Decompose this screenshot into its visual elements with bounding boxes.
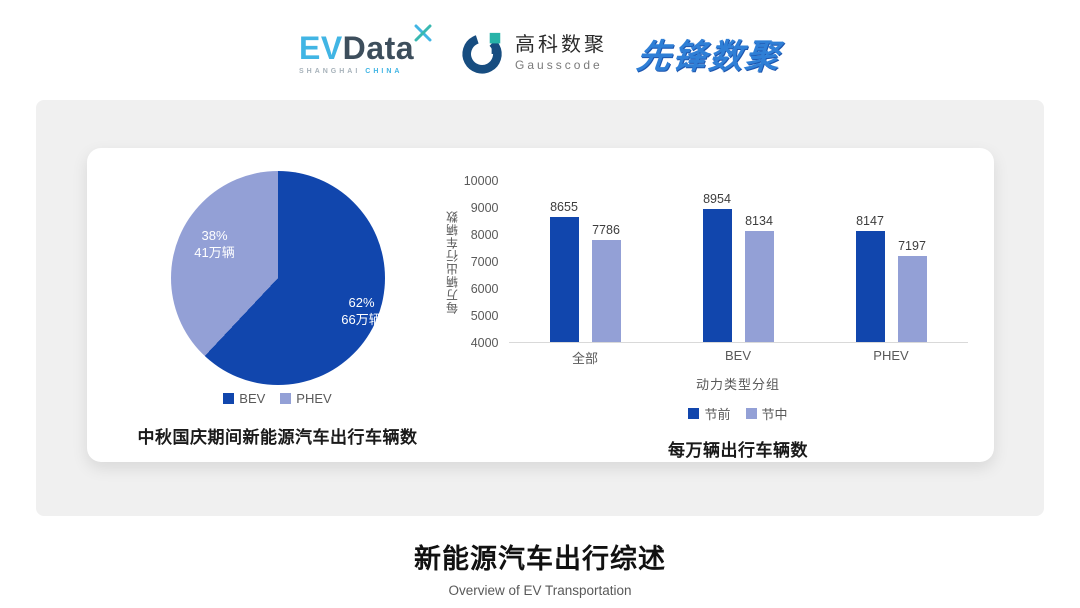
bar-value-label: 7786 [592,223,620,238]
pie-slice-value: 41万辆 [194,245,235,260]
bar [591,240,621,342]
gausscode-cn-text: 高科数聚 [515,34,608,56]
bar [744,231,774,342]
x-axis-title: 动力类型分组 [695,376,780,392]
evdata-subtitle-china: CHINA [365,67,403,75]
y-tick-label: 5000 [470,309,499,323]
bar-column: 8954 [702,181,732,342]
pie-legend-swatch [223,393,235,404]
pie-legend-label: BEV [239,391,266,406]
bar-legend-item: 节中 [745,404,788,423]
bar-column: 8134 [744,181,774,342]
evdata-logo: EVData SHANGHAI CHINA [298,24,432,75]
pie-legend-item: BEV [223,391,265,406]
pie-legend-label: PHEV [296,391,332,406]
gausscode-text: 高科数聚 Gausscode [515,35,607,71]
footer: 新能源汽车出行综述 Overview of EV Transportation [0,537,1080,598]
y-tick-label: 9000 [470,201,499,215]
bar [855,230,885,342]
bar-group: 8655 7786 [509,181,662,342]
bar-group: 8954 8134 [662,181,815,342]
bar-plot-area: 8655 7786 8954 8134 8147 7197 [508,181,968,343]
chart-card: 62% 66万辆 38% 41万辆 BEV PHEV 中秋国庆期间新能源汽车出行车辆数 … [86,148,994,462]
pie-legend-item: PHEV [280,391,332,406]
pie-legend: BEV PHEV [223,391,332,406]
y-axis-ticks: 10000 9000 8000 7000 6000 5000 4000 [461,174,509,350]
pie-chart: 62% 66万辆 38% 41万辆 [170,171,385,385]
x-category-label: BEV [724,348,751,363]
pie-chart-section: 62% 66万辆 38% 41万辆 BEV PHEV 中秋国庆期间新能源汽车出行车辆数 [113,148,443,462]
bar-value-label: 8147 [856,213,884,228]
bar [897,256,927,342]
y-tick-label: 7000 [470,255,499,269]
pie-slice-label: 38% 41万辆 [194,228,234,262]
y-tick-label: 4000 [470,336,499,350]
bar [549,217,579,342]
pie-slice-percent: 38% [201,228,228,244]
bar-legend-swatch [688,407,700,419]
pioneer-logo: 先锋数聚 [634,37,783,76]
gausscode-mark-icon [462,32,502,74]
y-axis-label: 每万辆出行车辆数 [445,210,459,314]
bar-legend-swatch [745,407,757,419]
bar-column: 8147 [855,181,885,342]
y-tick-label: 8000 [470,228,499,242]
pie-legend-swatch [280,393,292,404]
gausscode-en-text: Gausscode [515,58,603,72]
bar-value-label: 7197 [898,239,926,254]
bar [702,209,732,342]
gausscode-logo: 高科数聚 Gausscode [460,30,607,76]
evdata-subtitle: SHANGHAI CHINA [299,68,430,75]
bar-value-label: 8134 [745,214,773,229]
pie-slice-percent: 62% [348,295,375,311]
evdata-data-text: Data [342,29,415,66]
evdata-wordmark: EVData [298,24,432,66]
content-panel: 62% 66万辆 38% 41万辆 BEV PHEV 中秋国庆期间新能源汽车出行车辆数 … [36,100,1044,516]
bar-legend-label: 节中 [761,406,788,422]
pie-slice-label: 62% 66万辆 [341,295,381,329]
pie-slice-value: 66万辆 [341,312,382,327]
bar-legend-item: 节前 [688,404,731,423]
spark-star-icon [414,24,432,41]
bar-column: 7786 [591,181,621,342]
x-category-label: PHEV [873,348,909,363]
footer-subtitle: Overview of EV Transportation [448,583,632,598]
y-tick-label: 10000 [463,174,499,188]
bar-chart-title: 每万辆出行车辆数 [668,440,808,460]
bar-chart-section: 每万辆出行车辆数 10000 9000 8000 7000 6000 5000 4000 8… [443,148,968,462]
bar-value-label: 8655 [550,200,578,215]
bar-legend: 节前 节中 [509,403,968,424]
bar-column: 7197 [897,181,927,342]
bar-group: 8147 7197 [815,181,968,342]
bar-value-label: 8954 [703,192,731,207]
header: EVData SHANGHAI CHINA 高科数聚 Gausscode 先锋数… [0,0,1080,100]
footer-title: 新能源汽车出行综述 [414,544,666,574]
bar-legend-label: 节前 [704,406,731,422]
y-tick-label: 6000 [470,282,499,296]
x-category-labels: 全部 BEV PHEV [509,348,968,369]
x-category-label: 全部 [571,351,598,366]
bar-column: 8655 [549,181,579,342]
evdata-subtitle-shanghai: SHANGHAI [298,67,361,75]
evdata-ev-text: EV [298,29,343,66]
pie-chart-title: 中秋国庆期间新能源汽车出行车辆数 [137,428,418,447]
